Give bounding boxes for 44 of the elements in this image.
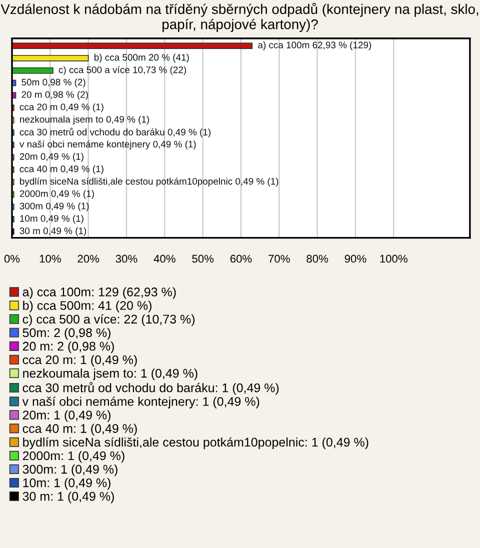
data-label: bydlím siceNa sídlišti,ale cestou potkám10popelnic 0,49 % (1) [20, 178, 278, 187]
x-tick-label: 10% [40, 254, 61, 263]
legend-label: 50m: 2 (0,98 %) [22, 328, 110, 340]
x-tick-label: 70% [268, 254, 290, 263]
x-tick-label: 80% [306, 254, 328, 263]
legend-label: 300m: 1 (0,49 %) [22, 464, 118, 476]
data-label: cca 40 m 0,49 % (1) [20, 165, 104, 174]
data-label: a) cca 100m 62,93 % (129) [258, 41, 372, 50]
legend-label: 10m: 1 (0,49 %) [23, 478, 110, 490]
data-label: 300m 0,49 % (1) [20, 202, 89, 212]
data-label: 2000m 0,49 % (1) [20, 190, 94, 199]
x-tick-label: 60% [230, 254, 252, 263]
data-label: b) cca 500m 20 % (41) [94, 54, 189, 63]
x-tick-label: 0% [4, 254, 20, 263]
legend-label: nezkoumala jsem to: 1 (0,49 %) [23, 368, 198, 380]
legend-label: cca 40 m: 1 (0,49 %) [22, 424, 137, 436]
data-label: 20m 0,49 % (1) [20, 152, 84, 162]
legend-label: a) cca 100m: 129 (62,93 %) [22, 287, 176, 299]
legend-label: cca 20 m: 1 (0,49 %) [22, 354, 137, 367]
legend-label: 20m: 1 (0,49 %) [22, 410, 110, 422]
legend-label: bydlím siceNa sídlišti,ale cestou potkám10popelnic: 1 (0,49 %) [23, 437, 368, 450]
legend-label: 30 m: 1 (0,49 %) [22, 492, 114, 504]
x-tick-label: 90% [344, 254, 366, 263]
legend-label: b) cca 500m: 41 (20 %) [23, 300, 152, 312]
legend-label: c) cca 500 a více: 22 (10,73 %) [22, 314, 195, 326]
x-tick-label: 100% [380, 254, 408, 263]
data-label: 10m 0,49 % (1) [20, 214, 84, 224]
legend-label: cca 30 metrů od vchodu do baráku: 1 (0,49 %) [22, 382, 279, 395]
data-label: v naší obci nemáme kontejnery 0,49 % (1) [19, 140, 196, 150]
legend-label: 20 m: 2 (0,98 %) [22, 341, 114, 354]
data-label: 20 m 0,98 % (2) [22, 90, 88, 100]
x-tick-label: 50% [192, 254, 214, 263]
x-tick-label: 30% [116, 254, 138, 263]
data-label: cca 30 metrů od vchodu do baráku 0,49 % (1) [20, 128, 210, 138]
chart-title: Vzdálenost k nádobám na tříděný sběrných odpadů (kontejnery na plast, sklo, papír, nápojové kartony)? [0, 2, 478, 32]
data-label: cca 20 m 0,49 % (1) [20, 103, 104, 112]
data-label: 50m 0,98 % (2) [22, 78, 86, 88]
data-label: 30 m 0,49 % (1) [20, 227, 86, 236]
data-label: nezkoumala jsem to 0,49 % (1) [20, 116, 150, 125]
data-label: c) cca 500 a více 10,73 % (22) [58, 66, 186, 76]
x-tick-label: 40% [154, 254, 176, 263]
legend-label: 2000m: 1 (0,49 %) [22, 450, 124, 463]
legend-label: v naší obci nemáme kontejnery: 1 (0,49 %) [22, 396, 260, 408]
x-tick-label: 20% [78, 254, 100, 263]
